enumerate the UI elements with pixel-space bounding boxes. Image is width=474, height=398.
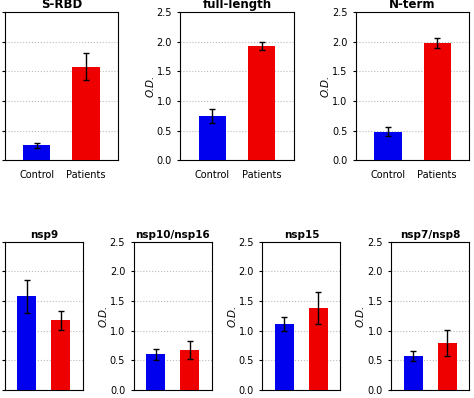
Bar: [73, 66, 100, 160]
Y-axis label: O.D.: O.D.: [98, 305, 109, 327]
Y-axis label: O.D.: O.D.: [145, 75, 155, 97]
Bar: [374, 132, 401, 160]
Title: nsp7/nsp8: nsp7/nsp8: [400, 230, 460, 240]
Bar: [248, 46, 275, 160]
Title: S-RBD: S-RBD: [41, 0, 82, 11]
Bar: [438, 343, 456, 390]
Y-axis label: O.D.: O.D.: [321, 75, 331, 97]
Bar: [146, 355, 165, 390]
Title: nsp15: nsp15: [283, 230, 319, 240]
Bar: [23, 145, 50, 160]
Title: nsp10/nsp16: nsp10/nsp16: [135, 230, 210, 240]
Title: nsp9: nsp9: [30, 230, 58, 240]
Title: Nucleoprotein
full-length: Nucleoprotein full-length: [190, 0, 284, 11]
Bar: [199, 116, 226, 160]
Y-axis label: O.D.: O.D.: [227, 305, 237, 327]
Bar: [18, 297, 36, 390]
Bar: [404, 356, 423, 390]
Bar: [180, 350, 199, 390]
Bar: [275, 324, 294, 390]
Bar: [51, 320, 70, 390]
Title: Nucleoprotein
N-term: Nucleoprotein N-term: [366, 0, 459, 11]
Bar: [424, 43, 451, 160]
Bar: [309, 308, 328, 390]
Y-axis label: O.D.: O.D.: [356, 305, 366, 327]
